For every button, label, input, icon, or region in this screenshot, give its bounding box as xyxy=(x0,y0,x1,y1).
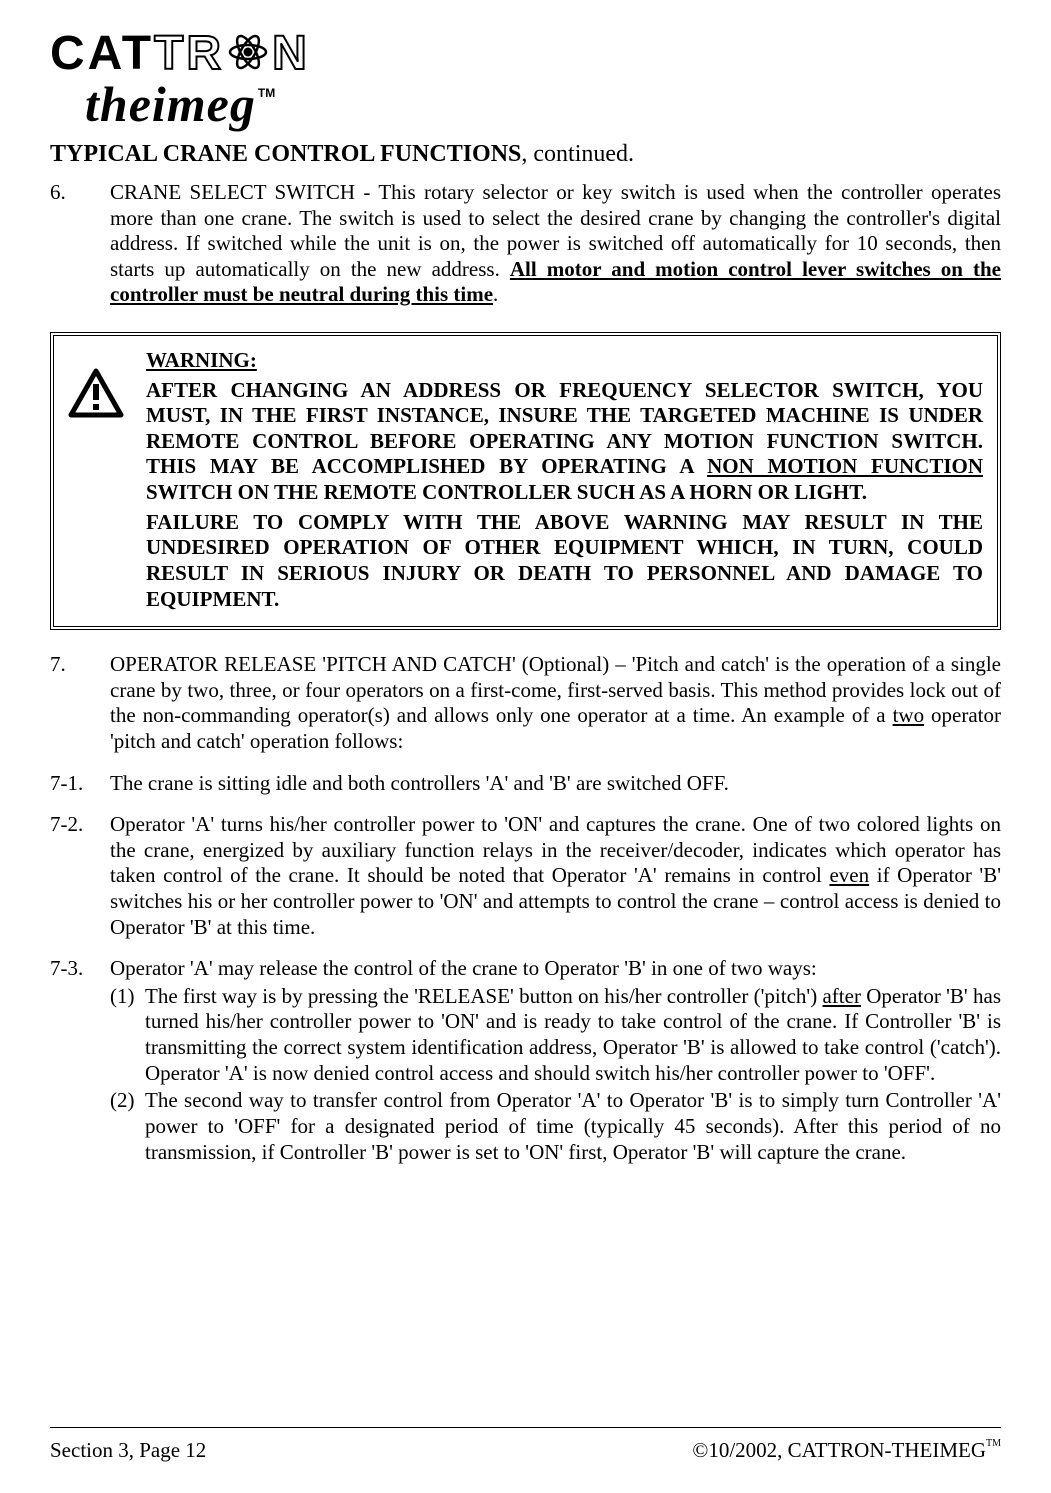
text-underline: NON MOTION FUNCTION xyxy=(707,454,983,478)
brand-logo: CATTR N theimeg TM xyxy=(50,30,1001,129)
item-body: CRANE SELECT SWITCH - This rotary select… xyxy=(110,180,1001,308)
logo-text-cat: CAT xyxy=(50,27,154,80)
footer-right: ©10/2002, CATTRON-THEIMEGTM xyxy=(692,1438,1001,1463)
item-7-2: 7-2. Operator 'A' turns his/her controll… xyxy=(50,812,1001,940)
text-run: Operator 'A' may release the control of … xyxy=(110,956,1001,982)
sub-number: (1) xyxy=(110,984,145,1086)
item-6: 6. CRANE SELECT SWITCH - This rotary sel… xyxy=(50,180,1001,308)
footer-copyright: ©10/2002, CATTRON-THEIMEG xyxy=(692,1438,986,1463)
text-run: OPERATOR RELEASE 'PITCH AND CATCH' (Opti… xyxy=(110,652,1001,727)
page: CATTR N theimeg TM TYPICAL CRANE CONTROL … xyxy=(0,0,1051,1493)
item-number: 7-1. xyxy=(50,771,110,797)
section-title-bold: TYPICAL CRANE CONTROL FUNCTIONS xyxy=(50,141,521,167)
section-title: TYPICAL CRANE CONTROL FUNCTIONS, continu… xyxy=(50,141,1001,168)
sub-item-1: (1) The first way is by pressing the 'RE… xyxy=(110,984,1001,1086)
logo-theimeg-row: theimeg TM xyxy=(85,79,1001,129)
warning-heading: WARNING: xyxy=(146,348,257,372)
text-underline: two xyxy=(893,703,925,727)
logo-text-tr: TR xyxy=(154,27,224,80)
logo-tm: TM xyxy=(258,87,275,99)
logo-theimeg: theimeg xyxy=(85,79,256,129)
section-title-tail: , continued. xyxy=(521,141,634,167)
text-run: . xyxy=(493,282,498,306)
item-body: The crane is sitting idle and both contr… xyxy=(110,771,1001,797)
item-body: Operator 'A' may release the control of … xyxy=(110,956,1001,1167)
item-number: 7-2. xyxy=(50,812,110,940)
sub-body: The second way to transfer control from … xyxy=(145,1088,1001,1165)
text-run: SWITCH ON THE REMOTE CONTROLLER SUCH AS … xyxy=(146,480,867,504)
text-run: The first way is by pressing the 'RELEAS… xyxy=(145,984,822,1008)
item-number: 6. xyxy=(50,180,110,308)
page-footer: Section 3, Page 12 ©10/2002, CATTRON-THE… xyxy=(50,1427,1001,1463)
item-body: Operator 'A' turns his/her controller po… xyxy=(110,812,1001,940)
warning-triangle-icon xyxy=(68,368,146,418)
sub-item-2: (2) The second way to transfer control f… xyxy=(110,1088,1001,1165)
item-body: OPERATOR RELEASE 'PITCH AND CATCH' (Opti… xyxy=(110,652,1001,754)
warning-icon-cell xyxy=(68,348,146,616)
footer-tm: TM xyxy=(986,1438,1001,1449)
item-7: 7. OPERATOR RELEASE 'PITCH AND CATCH' (O… xyxy=(50,652,1001,754)
item-number: 7. xyxy=(50,652,110,754)
warning-box: WARNING: AFTER CHANGING AN ADDRESS OR FR… xyxy=(50,332,1001,630)
warning-text: WARNING: AFTER CHANGING AN ADDRESS OR FR… xyxy=(146,348,983,616)
item-7-3: 7-3. Operator 'A' may release the contro… xyxy=(50,956,1001,1167)
item-number: 7-3. xyxy=(50,956,110,1167)
warning-paragraph-2: FAILURE TO COMPLY WITH THE ABOVE WARNING… xyxy=(146,510,983,612)
text-underline: even xyxy=(829,863,869,887)
warning-paragraph-1: AFTER CHANGING AN ADDRESS OR FREQUENCY S… xyxy=(146,378,983,506)
sub-number: (2) xyxy=(110,1088,145,1165)
text-underline: after xyxy=(822,984,860,1008)
sub-body: The first way is by pressing the 'RELEAS… xyxy=(145,984,1001,1086)
item-7-1: 7-1. The crane is sitting idle and both … xyxy=(50,771,1001,797)
footer-left: Section 3, Page 12 xyxy=(50,1438,206,1463)
sub-list: (1) The first way is by pressing the 'RE… xyxy=(110,984,1001,1165)
logo-text-n: N xyxy=(272,27,310,80)
